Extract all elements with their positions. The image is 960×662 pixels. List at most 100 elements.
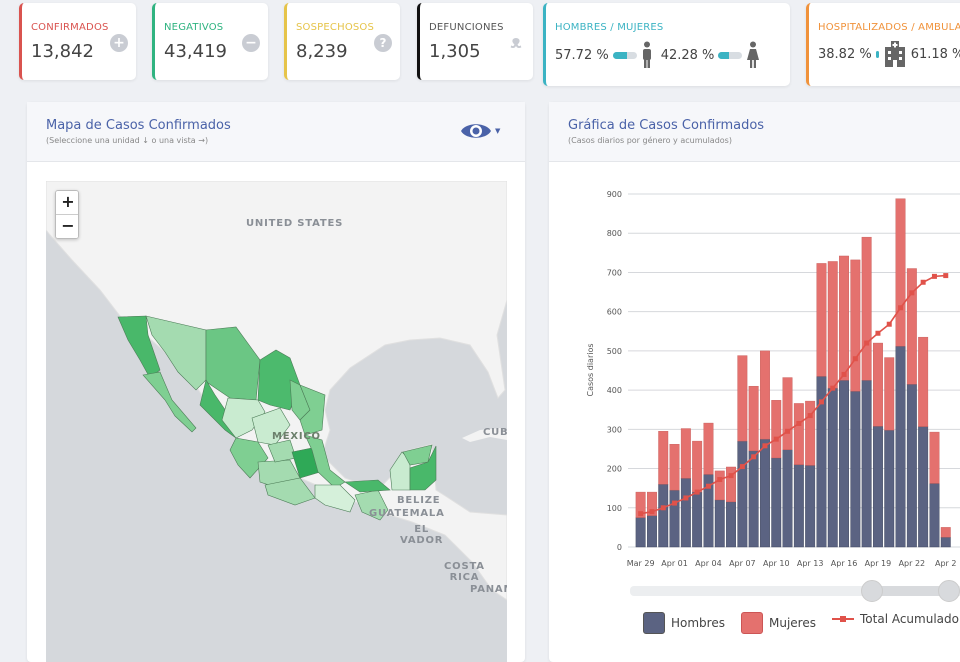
bar-mujeres bbox=[895, 198, 906, 347]
legend-total-acumulado[interactable]: Total Acumulado bbox=[832, 612, 959, 626]
bar-mujeres bbox=[669, 444, 680, 491]
x-tick-label: Apr 2 bbox=[935, 559, 956, 568]
point-total-acumulado bbox=[649, 509, 655, 515]
card-confirmados[interactable]: CONFIRMADOS 13,842 + bbox=[19, 3, 136, 80]
map-panel: Mapa de Casos Confirmados (Seleccione un… bbox=[27, 102, 525, 662]
card-sospechosos[interactable]: SOSPECHOSOS 8,239 ? bbox=[284, 3, 400, 80]
point-total-acumulado bbox=[785, 428, 791, 434]
view-selector-button[interactable]: ▼ bbox=[460, 120, 500, 142]
bar-hombres bbox=[635, 517, 646, 548]
y-tick-label: 600 bbox=[607, 308, 622, 317]
x-tick-label: Apr 16 bbox=[831, 559, 858, 568]
zoom-in-button[interactable]: + bbox=[56, 191, 78, 215]
men-percent: 57.72 % bbox=[555, 47, 609, 63]
point-total-acumulado bbox=[909, 290, 915, 296]
point-total-acumulado bbox=[751, 454, 757, 460]
label-cuba: CUBA bbox=[483, 427, 507, 438]
legend-swatch-mujeres bbox=[741, 612, 763, 634]
card-value: 8,239 bbox=[296, 41, 348, 62]
point-total-acumulado bbox=[898, 305, 904, 311]
range-handle-right[interactable] bbox=[938, 580, 960, 602]
y-tick-label: 700 bbox=[607, 268, 622, 277]
state-baja-california-sur[interactable] bbox=[142, 371, 197, 433]
x-tick-label: Apr 22 bbox=[899, 559, 926, 568]
card-defunciones[interactable]: DEFUNCIONES 1,305 ᴥ bbox=[417, 3, 533, 80]
daily-cases-chart: 0 100 200 300 400 500 600 700 800 900 Casos diario… bbox=[586, 190, 960, 568]
state-oaxaca[interactable] bbox=[314, 484, 356, 513]
card-value: 13,842 bbox=[31, 41, 94, 62]
legend-hombres[interactable]: Hombres bbox=[643, 612, 725, 634]
zoom-controls: + − bbox=[55, 190, 79, 239]
bar-hombres bbox=[647, 515, 657, 548]
mexico-states bbox=[117, 315, 437, 521]
point-total-acumulado bbox=[660, 505, 666, 511]
bar-hombres bbox=[782, 449, 793, 548]
point-total-acumulado bbox=[672, 500, 678, 506]
state-durango[interactable] bbox=[221, 397, 266, 439]
x-tick-label: Apr 10 bbox=[763, 559, 790, 568]
x-tick-label: Apr 01 bbox=[661, 559, 688, 568]
point-total-acumulado bbox=[875, 330, 881, 336]
bar-mujeres bbox=[692, 440, 703, 493]
bar-mujeres bbox=[782, 377, 793, 450]
ribbon-icon: ᴥ bbox=[510, 32, 522, 53]
bar-mujeres bbox=[805, 400, 816, 466]
chart-panel-header: Gráfica de Casos Confirmados (Casos diar… bbox=[549, 102, 960, 162]
legend-label: Mujeres bbox=[769, 616, 816, 630]
point-total-acumulado bbox=[728, 473, 734, 479]
hospitalized-percent: 38.82 % bbox=[818, 46, 872, 62]
point-total-acumulado bbox=[694, 489, 700, 495]
y-tick-label: 200 bbox=[607, 465, 622, 474]
card-hospitalizados[interactable]: HOSPITALIZADOS / AMBULATORIOS 38.82 % 61… bbox=[806, 3, 960, 86]
y-tick-label: 900 bbox=[607, 190, 622, 199]
map-canvas[interactable] bbox=[46, 181, 507, 662]
state-zacatecas[interactable] bbox=[251, 407, 291, 446]
point-total-acumulado bbox=[717, 477, 723, 483]
zoom-out-button[interactable]: − bbox=[56, 215, 78, 238]
state-guerrero[interactable] bbox=[264, 477, 316, 506]
bar-hombres bbox=[827, 387, 838, 548]
bar-mujeres bbox=[861, 236, 872, 381]
y-tick-label: 0 bbox=[617, 543, 622, 552]
range-slider[interactable] bbox=[630, 580, 960, 602]
bar-mujeres bbox=[680, 428, 691, 479]
map-panel-header: Mapa de Casos Confirmados (Seleccione un… bbox=[27, 102, 525, 162]
bar-hombres bbox=[940, 536, 951, 548]
state-quintana-roo[interactable] bbox=[409, 445, 437, 491]
bar-hombres bbox=[658, 484, 669, 548]
label-panama: PANAMA bbox=[470, 584, 507, 595]
ambulatory-percent: 61.18 % bbox=[910, 46, 960, 62]
bar-mujeres bbox=[884, 357, 895, 431]
point-total-acumulado bbox=[943, 273, 949, 279]
bar-mujeres bbox=[940, 527, 951, 538]
point-total-acumulado bbox=[931, 273, 937, 279]
woman-icon bbox=[747, 41, 760, 68]
bar-hombres bbox=[793, 464, 804, 548]
bar-mujeres bbox=[658, 431, 669, 485]
point-total-acumulado bbox=[818, 399, 824, 405]
minus-circle-icon: − bbox=[242, 34, 260, 52]
y-tick-label: 400 bbox=[607, 386, 622, 395]
label-united-states: UNITED STATES bbox=[246, 218, 344, 229]
range-handle-left[interactable] bbox=[861, 580, 883, 602]
bar-mujeres bbox=[918, 336, 929, 427]
y-axis-label: Casos diarios bbox=[586, 343, 595, 396]
label-el-salvador: EL VADOR bbox=[400, 524, 444, 546]
card-hombres-mujeres[interactable]: HOMBRES / MUJERES 57.72 % 42.28 % bbox=[543, 3, 790, 86]
state-tabasco[interactable] bbox=[344, 479, 391, 493]
bar-hombres bbox=[839, 380, 849, 548]
card-value: 1,305 bbox=[429, 41, 481, 62]
point-total-acumulado bbox=[886, 321, 892, 327]
bar-hombres bbox=[929, 483, 940, 548]
eye-icon bbox=[461, 124, 491, 138]
card-label: SOSPECHOSOS bbox=[296, 22, 375, 33]
point-total-acumulado bbox=[739, 464, 745, 470]
men-progress bbox=[612, 51, 637, 59]
women-progress bbox=[718, 51, 743, 59]
map[interactable]: UNITED STATES MEXICO CUBA BELIZE GUATEMA… bbox=[46, 181, 507, 662]
bar-hombres bbox=[805, 465, 816, 548]
card-negativos[interactable]: NEGATIVOS 43,419 − bbox=[152, 3, 268, 80]
legend-mujeres[interactable]: Mujeres bbox=[741, 612, 816, 634]
legend-label: Total Acumulado bbox=[860, 612, 959, 626]
bar-hombres bbox=[771, 457, 782, 548]
